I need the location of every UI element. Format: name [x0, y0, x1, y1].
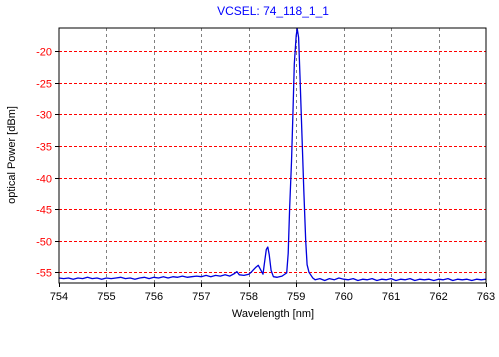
series-line-1: [58, 27, 487, 282]
x-tick-label: 754: [50, 291, 68, 303]
x-tick-label: 757: [192, 291, 210, 303]
plot-area-frame: [58, 27, 487, 284]
series-layer: [58, 27, 487, 282]
y-tick-label: -30: [36, 110, 52, 122]
y-tick-label: -20: [36, 47, 52, 59]
y-axis: -20 -25 -30 -35 -40 -45 -50 -55: [36, 47, 59, 280]
chart-title: VCSEL: 74_118_1_1: [217, 4, 329, 18]
x-axis: 754 755 756 757 758 759 760 761 762 763: [50, 283, 495, 303]
x-tick-label: 759: [287, 291, 305, 303]
y-tick-label: -35: [36, 142, 52, 154]
grid: [59, 28, 486, 283]
x-tick-label: 761: [382, 291, 400, 303]
x-tick-label: 760: [334, 291, 352, 303]
y-tick-label: -55: [36, 268, 52, 280]
y-tick-label: -50: [36, 237, 52, 249]
x-axis-label: Wavelength [nm]: [232, 308, 314, 320]
y-tick-label: -25: [36, 79, 52, 91]
y-tick-label: -45: [36, 205, 52, 217]
x-tick-label: 758: [240, 291, 258, 303]
y-tick-label: -40: [36, 174, 52, 186]
x-tick-label: 762: [429, 291, 447, 303]
y-axis-label: optical Power [dBm]: [6, 106, 18, 204]
x-tick-label: 756: [145, 291, 163, 303]
x-tick-label: 763: [477, 291, 495, 303]
x-tick-label: 755: [97, 291, 115, 303]
